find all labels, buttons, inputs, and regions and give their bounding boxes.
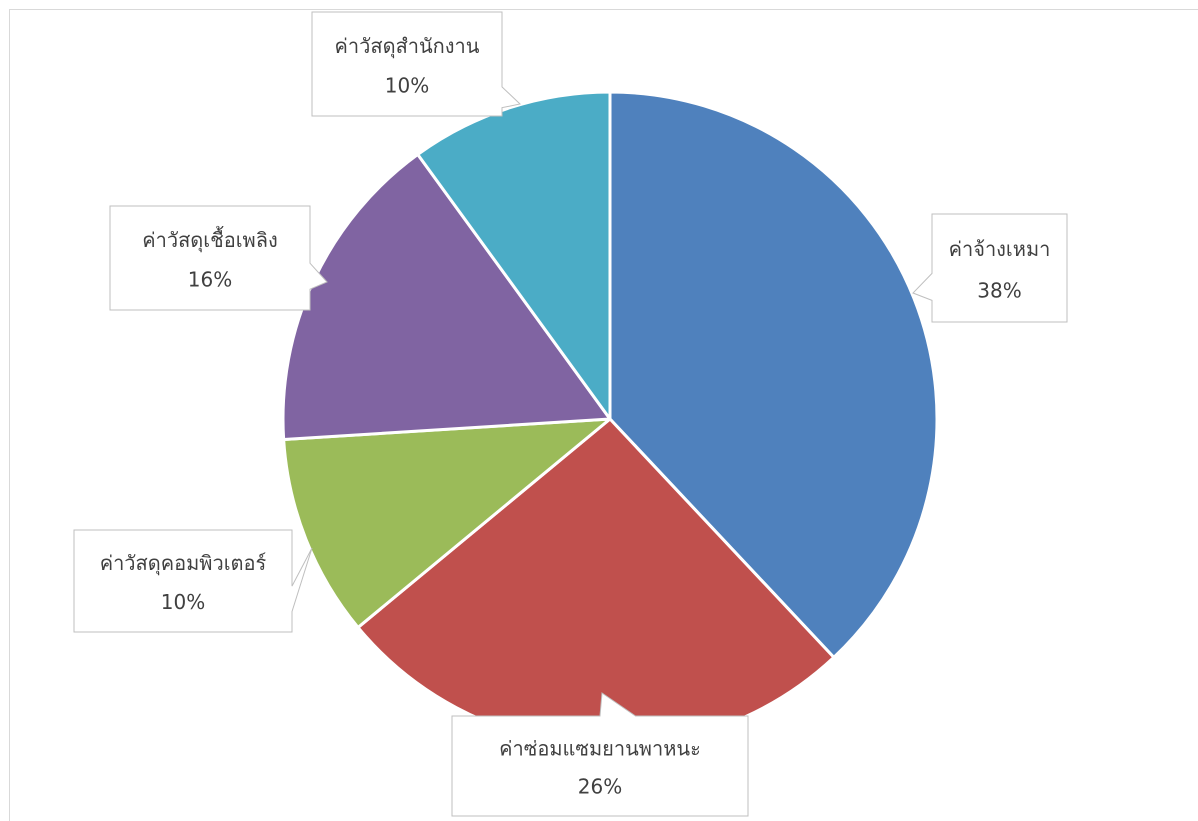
slice-value-label-1: 38%	[977, 278, 1021, 302]
slice-value-label-3: 10%	[161, 590, 205, 614]
pie-callouts: ค่าจ้างเหมา 38% ค่าซ่อมแซมยานพาหนะ 26% ค่าวั…	[73, 11, 1068, 817]
pie-slice-1	[608, 90, 939, 659]
slice-value-label-5: 10%	[385, 73, 429, 97]
chart-area	[9, 9, 1198, 821]
slice-value-label-2: 26%	[578, 775, 622, 799]
slice-value-label-4: 16%	[188, 267, 232, 291]
pie-slice-5	[416, 90, 612, 421]
slice-category-label-3: ค่าวัสดุคอมพิวเตอร์	[100, 551, 267, 576]
slice-category-label-4: ค่าวัสดุเชื้อเพลิง	[142, 226, 278, 253]
slice-category-label-2: ค่าซ่อมแซมยานพาหนะ	[499, 737, 701, 761]
callout-box-3	[73, 529, 313, 633]
pie-slice-3	[282, 417, 612, 629]
callout-box-2	[451, 692, 749, 817]
pie-slices	[281, 90, 939, 748]
callout-box-1	[912, 213, 1068, 323]
callout-box-5	[311, 11, 522, 117]
callout-box-4	[109, 205, 328, 311]
slice-category-label-5: ค่าวัสดุสำนักงาน	[335, 34, 480, 59]
slice-category-label-1: ค่าจ้างเหมา	[949, 237, 1051, 261]
